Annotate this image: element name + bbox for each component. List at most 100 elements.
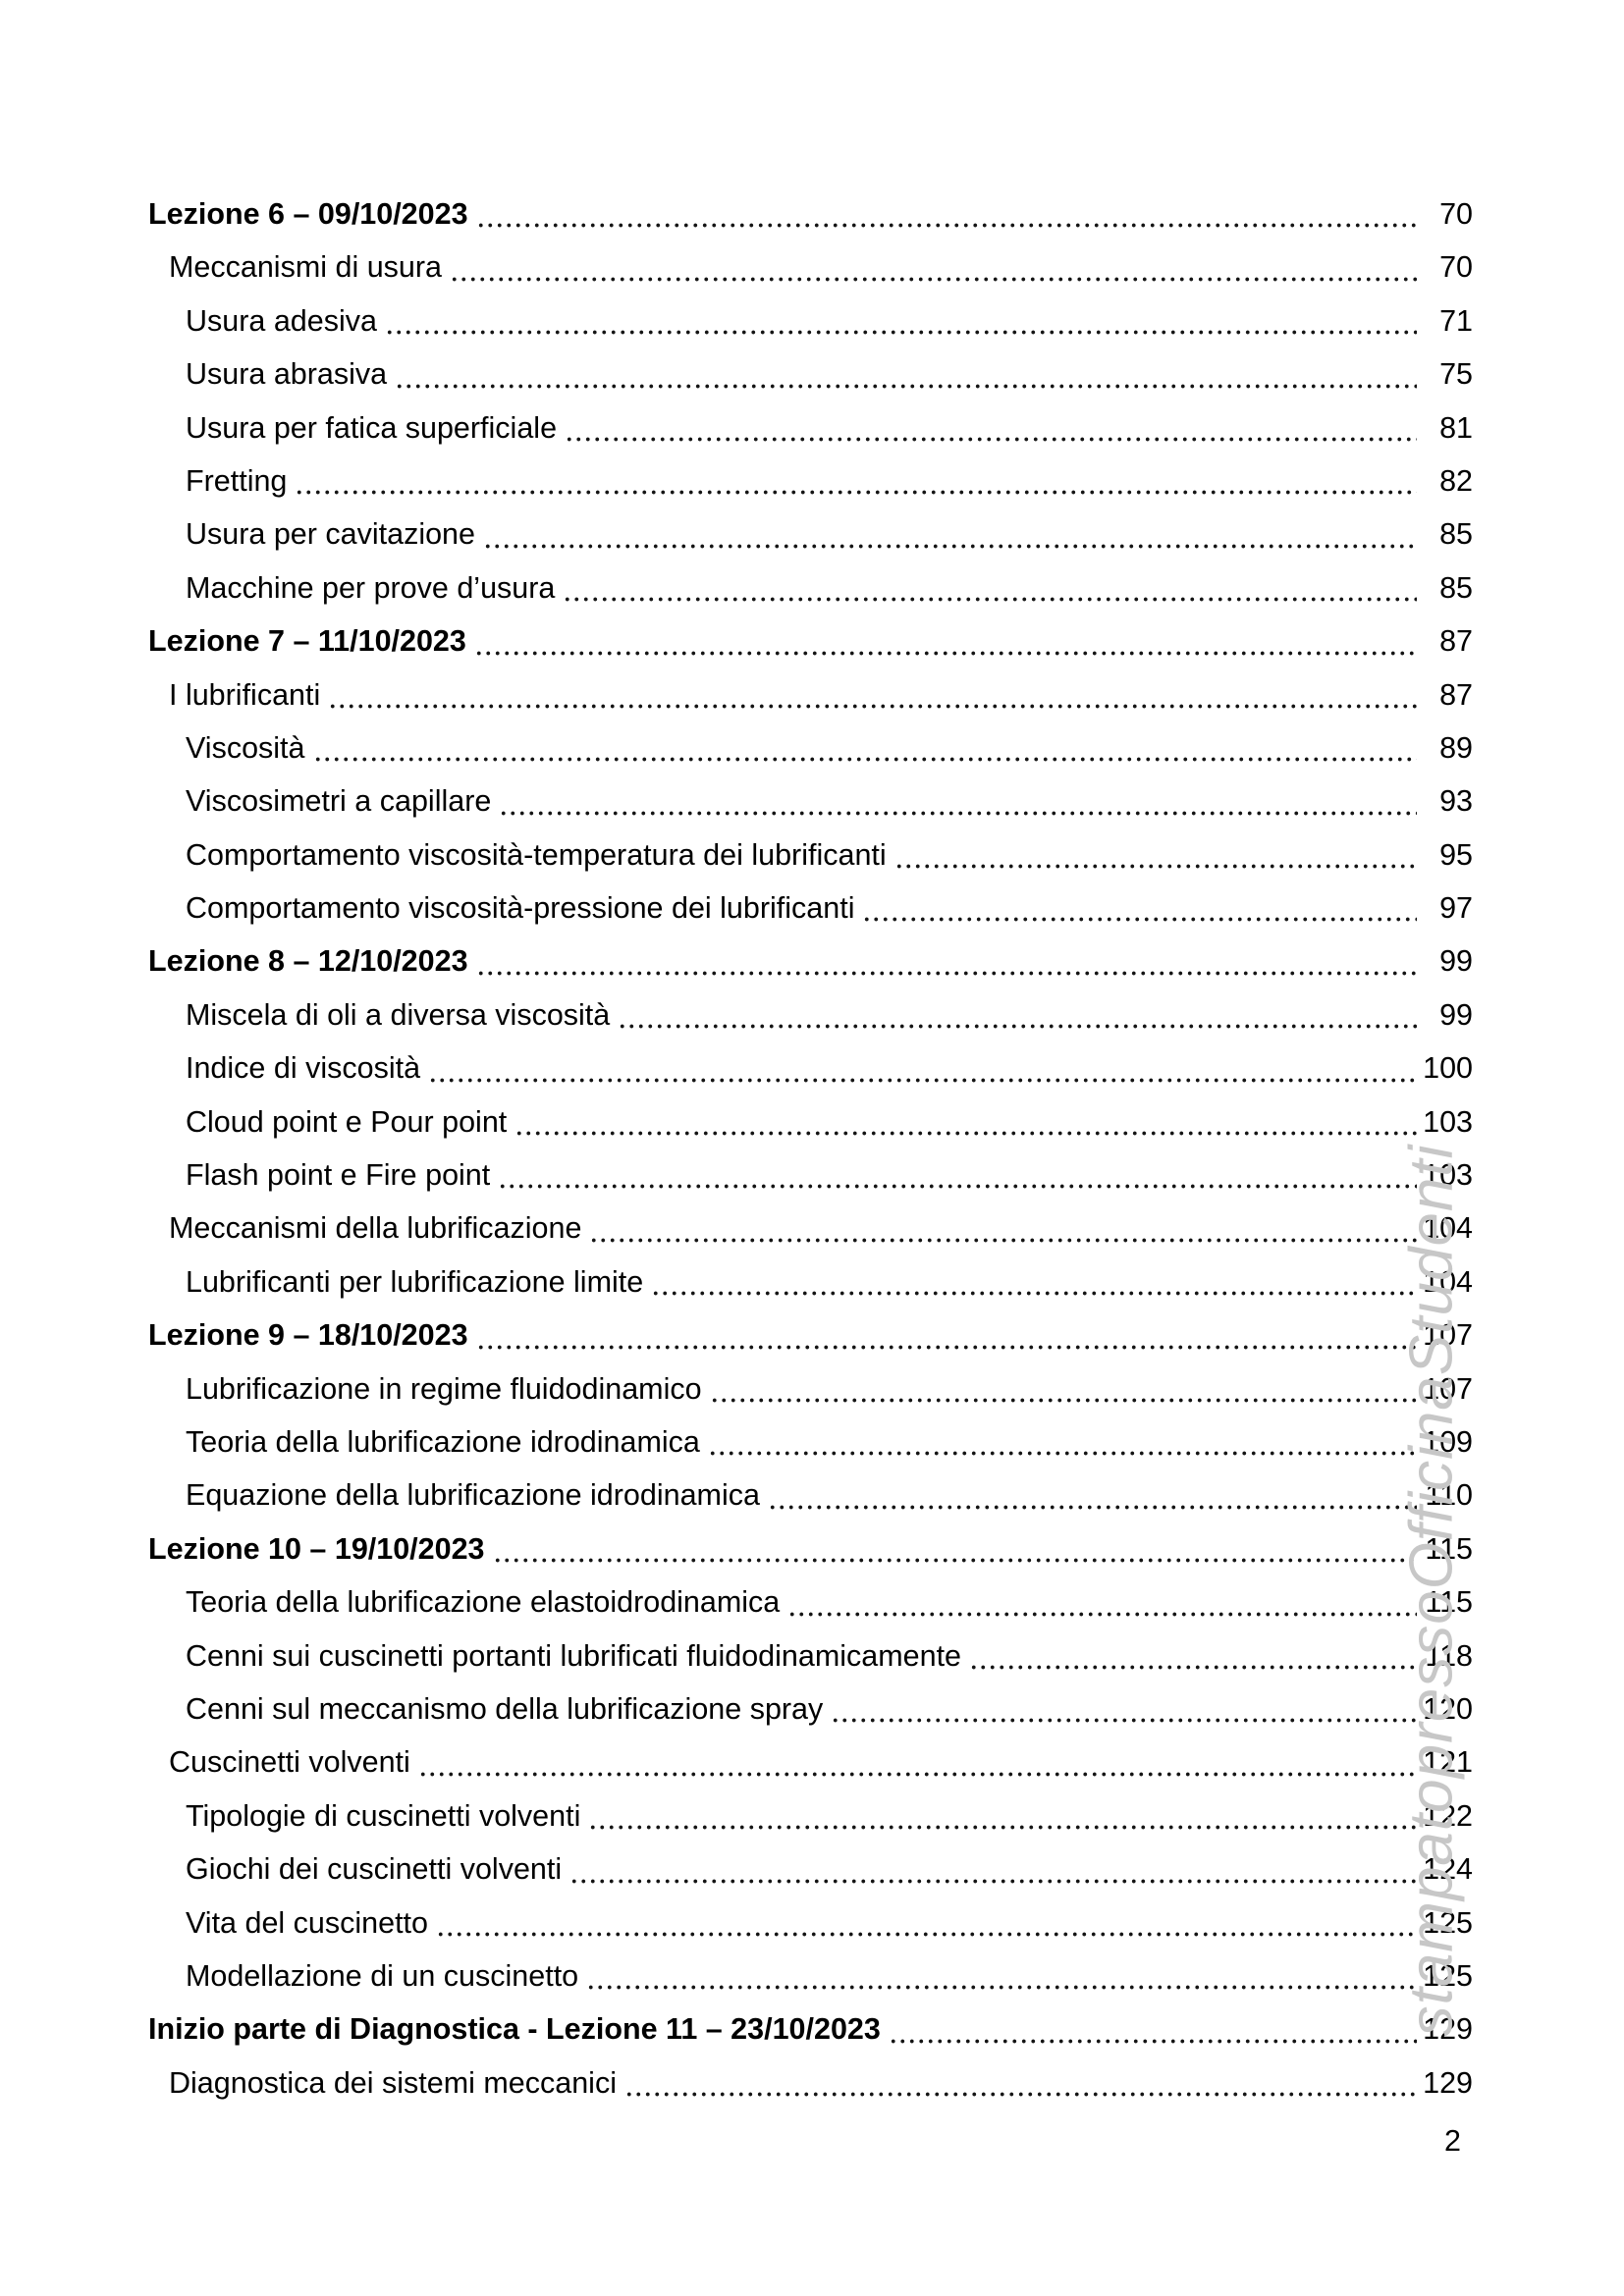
dot-leader [417,1735,1418,1789]
dot-leader [482,507,1418,561]
toc-entry-label: Lubrificanti per lubrificazione limite [186,1264,644,1299]
toc-entry-page-number: 85 [1439,570,1473,605]
toc-entry-label: Cenni sul meccanismo della lubrificazion… [186,1691,824,1726]
dot-leader [473,614,1418,667]
page-number: 2 [1444,2124,1461,2158]
toc-entry[interactable]: Cloud point e Pour point 103 [148,1095,1473,1148]
toc-entry[interactable]: Vita del cuscinetto 125 [148,1896,1473,1949]
toc-entry-label: Lezione 9 – 18/10/2023 [148,1318,468,1353]
toc-entry[interactable]: Meccanismi di usura 70 [148,240,1473,294]
toc-entry[interactable]: Usura per cavitazione 85 [148,507,1473,561]
toc-entry[interactable]: Usura abrasiva 75 [148,347,1473,400]
toc-entry-label: I lubrificanti [169,677,321,712]
toc-entry[interactable]: Usura per fatica superficiale 81 [148,401,1473,454]
dot-leader [569,1842,1417,1896]
toc-entry-label: Miscela di oli a diversa viscosità [186,997,611,1032]
dot-leader [618,988,1417,1041]
toc-entry-label: Teoria della lubrificazione elastoidrodi… [186,1585,781,1620]
toc-entry-label: Viscosità [186,730,305,765]
toc-entry[interactable]: Teoria della lubrificazione elastoidrodi… [148,1575,1473,1629]
dot-leader [328,668,1417,721]
toc-entry[interactable]: Viscosità 89 [148,721,1473,774]
toc-entry[interactable]: Comportamento viscosità-pressione dei lu… [148,881,1473,934]
dot-leader [384,294,1418,347]
toc-entry[interactable]: Lezione 8 – 12/10/2023 99 [148,934,1473,988]
toc-entry[interactable]: Lezione 7 – 11/10/2023 87 [148,614,1473,667]
toc-entry-page-number: 129 [1423,2012,1473,2047]
toc-entry-page-number: 118 [1425,1638,1473,1673]
dot-leader [888,2002,1418,2056]
toc-entry-page-number: 70 [1439,250,1473,285]
toc-entry[interactable]: Miscela di oli a diversa viscosità 99 [148,988,1473,1041]
toc-entry-page-number: 125 [1423,1958,1473,1993]
toc-entry[interactable]: Modellazione di un cuscinetto 125 [148,1949,1473,2002]
dot-leader [428,1041,1417,1095]
toc-entry-page-number: 115 [1425,1531,1473,1566]
toc-entry[interactable]: Comportamento viscosità-temperatura dei … [148,828,1473,881]
toc-entry[interactable]: Cenni sui cuscinetti portanti lubrificat… [148,1629,1473,1682]
dot-leader [475,187,1418,240]
toc-entry-label: Teoria della lubrificazione idrodinamica [186,1424,700,1459]
toc-entry[interactable]: Cenni sul meccanismo della lubrificazion… [148,1682,1473,1735]
toc-entry[interactable]: Lezione 10 – 19/10/2023 115 [148,1522,1473,1575]
toc-entry[interactable]: I lubrificanti 87 [148,668,1473,721]
toc-entry-page-number: 81 [1439,410,1473,445]
toc-entry[interactable]: Tipologie di cuscinetti volventi 122 [148,1789,1473,1842]
toc-entry-label: Fretting [186,463,288,498]
dot-leader [492,1522,1418,1575]
toc-entry[interactable]: Lubrificazione in regime fluidodinamico … [148,1362,1473,1415]
toc-entry-page-number: 121 [1423,1745,1473,1780]
dot-leader [475,934,1418,988]
toc-entry[interactable]: Inizio parte di Diagnostica - Lezione 11… [148,2002,1473,2056]
toc-entry-page-number: 87 [1439,624,1473,659]
toc-entry-label: Indice di viscosità [186,1051,421,1086]
toc-entry-label: Cenni sui cuscinetti portanti lubrificat… [186,1638,962,1673]
toc-entry[interactable]: Teoria della lubrificazione idrodinamica… [148,1415,1473,1468]
toc-entry-page-number: 82 [1439,463,1473,498]
toc-entry[interactable]: Lezione 9 – 18/10/2023 107 [148,1308,1473,1362]
toc-entry-label: Equazione della lubrificazione idrodinam… [186,1478,760,1513]
dot-leader [709,1362,1418,1415]
toc-entry-label: Comportamento viscosità-temperatura dei … [186,837,887,872]
dot-leader [623,2056,1418,2109]
toc-entry-page-number: 70 [1439,197,1473,231]
dot-leader [969,1629,1417,1682]
toc-entry[interactable]: Meccanismi della lubrificazione 104 [148,1201,1473,1255]
dot-leader [588,1789,1417,1842]
toc-entry-label: Usura abrasiva [186,357,388,392]
toc-entry-page-number: 122 [1423,1798,1473,1833]
toc-entry-page-number: 99 [1439,997,1473,1032]
toc-entry-page-number: 100 [1423,1051,1473,1086]
toc-entry[interactable]: Diagnostica dei sistemi meccanici 129 [148,2056,1473,2109]
toc-entry[interactable]: Cuscinetti volventi 121 [148,1735,1473,1789]
dot-leader [589,1201,1417,1255]
toc-entry[interactable]: Macchine per prove d’usura 85 [148,561,1473,614]
toc-entry[interactable]: Equazione della lubrificazione idrodinam… [148,1468,1473,1522]
toc-entry-label: Tipologie di cuscinetti volventi [186,1798,581,1833]
toc-entry[interactable]: Lubrificanti per lubrificazione limite 1… [148,1255,1473,1308]
dot-leader [475,1308,1418,1362]
toc-entry[interactable]: Indice di viscosità 100 [148,1041,1473,1095]
toc-entry[interactable]: Flash point e Fire point 103 [148,1148,1473,1201]
toc-entry[interactable]: Lezione 6 – 09/10/2023 70 [148,187,1473,240]
toc-entry[interactable]: Fretting 82 [148,454,1473,507]
toc-entry-label: Usura per cavitazione [186,517,475,552]
toc-entry-page-number: 99 [1439,944,1473,979]
dot-leader [435,1896,1418,1949]
toc-entry-page-number: 87 [1439,677,1473,712]
toc-entry[interactable]: Usura adesiva 71 [148,294,1473,347]
dot-leader [565,401,1417,454]
toc-entry-label: Lezione 6 – 09/10/2023 [148,197,468,231]
toc-entry-page-number: 124 [1423,1852,1473,1887]
toc-entry-page-number: 89 [1439,730,1473,765]
toc-entry-label: Cloud point e Pour point [186,1104,508,1139]
toc-entry-label: Viscosimetri a capillare [186,784,492,819]
dot-leader [450,240,1417,294]
dot-leader [787,1575,1417,1629]
toc-entry[interactable]: Giochi dei cuscinetti volventi 124 [148,1842,1473,1896]
toc-entry-label: Lezione 7 – 11/10/2023 [148,624,466,659]
dot-leader [498,1148,1417,1201]
dot-leader [395,347,1417,400]
toc-entry[interactable]: Viscosimetri a capillare 93 [148,774,1473,828]
toc-entry-label: Usura per fatica superficiale [186,410,558,445]
